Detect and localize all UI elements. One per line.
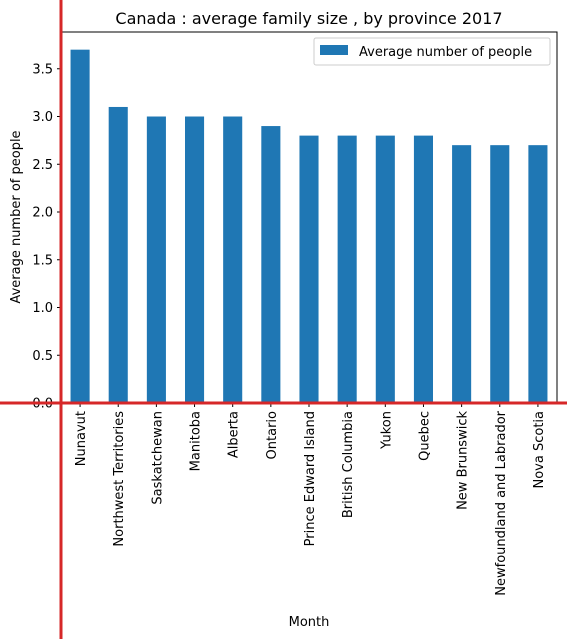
x-tick-label: British Columbia — [341, 411, 356, 518]
y-tick-label: 3.0 — [32, 110, 53, 125]
bar-british-columbia — [337, 135, 357, 404]
bar-nunavut — [70, 49, 90, 404]
y-tick-label: 1.5 — [32, 253, 53, 268]
y-tick-label: 2.5 — [32, 158, 53, 173]
x-tick-label: Ontario — [265, 411, 280, 459]
x-axis-ticks: Nunavut Northwest Territories Saskatchewan… — [74, 403, 547, 596]
x-tick-label: New Brunswick — [456, 411, 471, 510]
x-tick-label: Quebec — [417, 411, 432, 461]
bar-new-brunswick — [452, 145, 472, 403]
bar-alberta — [223, 116, 243, 403]
bar-quebec — [413, 135, 433, 404]
y-axis-ticks: 0.00.51.01.52.02.53.03.5 — [32, 62, 61, 412]
bar-manitoba — [185, 116, 205, 403]
x-tick-label: Nova Scotia — [532, 411, 547, 489]
bar-northwest-territories — [108, 106, 128, 404]
bars-group — [70, 49, 548, 404]
bar-newfoundland-and-labrador — [490, 145, 510, 403]
bar-yukon — [375, 135, 395, 404]
x-tick-label: Nunavut — [74, 411, 89, 466]
x-tick-label: Manitoba — [189, 411, 204, 471]
legend-box — [313, 37, 551, 66]
legend: Average number of people — [313, 37, 551, 66]
y-tick-label: 1.0 — [32, 301, 53, 316]
y-axis-label: Average number of people — [9, 130, 24, 303]
chart-title: Canada : average family size , by provin… — [115, 9, 502, 28]
bar-nova-scotia — [528, 145, 548, 403]
y-tick-label: 2.0 — [32, 206, 53, 221]
legend-swatch — [320, 45, 348, 55]
x-tick-label: Newfoundland and Labrador — [494, 410, 509, 595]
bar-prince-edward-island — [299, 135, 319, 404]
y-tick-label: 0.5 — [32, 349, 53, 364]
y-tick-label: 3.5 — [32, 62, 53, 77]
x-tick-label: Northwest Territories — [112, 411, 127, 547]
x-tick-label: Saskatchewan — [150, 411, 165, 505]
legend-label: Average number of people — [359, 45, 532, 60]
x-tick-label: Yukon — [379, 411, 394, 450]
bar-saskatchewan — [146, 116, 166, 403]
x-axis-label: Month — [289, 615, 330, 630]
x-tick-label: Alberta — [227, 411, 242, 458]
bar-ontario — [261, 126, 281, 403]
x-tick-label: Prince Edward Island — [303, 411, 318, 546]
